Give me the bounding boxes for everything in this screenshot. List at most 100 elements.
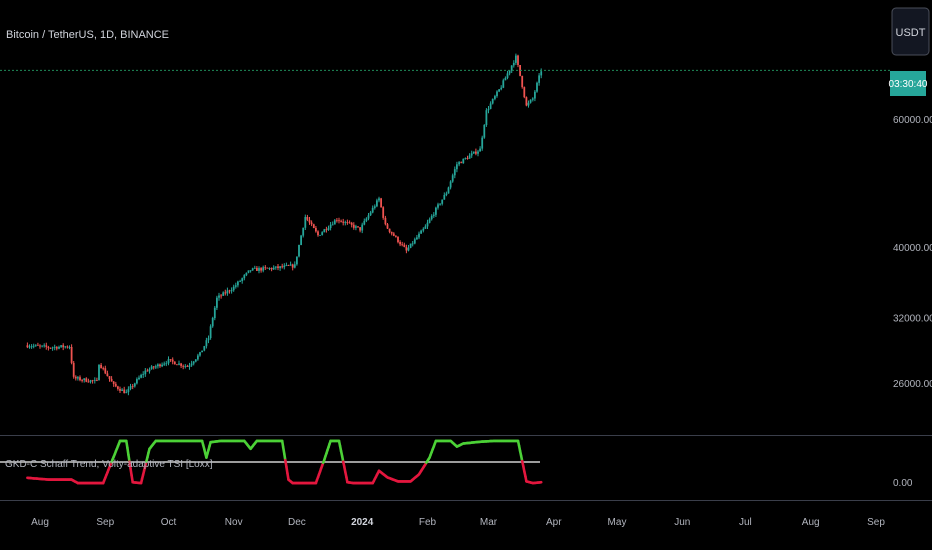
price-axis[interactable]: 60000.00 40000.00 32000.00 26000.00 0.00: [893, 115, 932, 489]
candle-body: [58, 346, 60, 349]
candle-body: [32, 345, 35, 347]
indicator-title[interactable]: GKD-C Schaff Trend, Volty-adaptive TSI […: [5, 459, 213, 470]
candle-body: [77, 377, 79, 379]
candle-body: [331, 224, 334, 226]
candle-body: [382, 207, 385, 218]
candle-body: [91, 380, 94, 382]
candle-body: [224, 292, 227, 294]
candle-body: [378, 198, 380, 201]
candle-body: [144, 370, 147, 375]
candle-body: [388, 228, 391, 232]
candle-body: [321, 232, 324, 235]
candle-body: [89, 380, 92, 383]
candle-body: [45, 345, 48, 347]
candle-body: [176, 364, 178, 366]
candle-body: [439, 203, 441, 205]
candle-body: [108, 376, 111, 379]
candle-body: [291, 264, 294, 268]
candle-body: [142, 374, 145, 375]
time-tick-label: Dec: [288, 517, 306, 528]
candle-body: [43, 345, 46, 347]
candle-body: [157, 364, 159, 367]
candle-body: [508, 70, 511, 74]
candle-body: [449, 181, 452, 188]
candle-body: [371, 207, 374, 213]
candle-body: [397, 236, 399, 243]
candle-body: [253, 267, 256, 269]
candle-body: [380, 198, 382, 208]
candle-body: [395, 235, 397, 237]
candle-body: [226, 290, 229, 294]
candle-body: [213, 307, 216, 319]
candle-body: [55, 346, 58, 349]
candle-body: [317, 231, 319, 236]
candle-body: [540, 71, 543, 76]
candle-body: [64, 346, 67, 348]
candle-body: [373, 206, 376, 208]
candle-body: [483, 125, 486, 138]
candle-body: [355, 226, 357, 228]
candle-body: [384, 217, 387, 225]
candle-body: [102, 368, 105, 369]
time-tick-label: Aug: [802, 517, 820, 528]
candle-body: [201, 350, 203, 353]
candle-body: [203, 346, 206, 351]
candle-body: [119, 388, 121, 391]
candle-body: [146, 370, 149, 372]
candle-body: [525, 97, 528, 106]
candle-body: [333, 220, 336, 225]
candle-body: [112, 381, 115, 384]
candle-body: [310, 222, 313, 225]
candle-body: [342, 221, 345, 223]
candle-body: [87, 381, 90, 383]
symbol-title[interactable]: Bitcoin / TetherUS, 1D, BINANCE: [6, 29, 169, 41]
candle-body: [186, 366, 189, 367]
time-tick-label: 2024: [351, 517, 374, 528]
candle-body: [152, 366, 155, 368]
candle-body: [304, 217, 307, 228]
candle-body: [243, 275, 246, 279]
candle-body: [68, 347, 71, 348]
candle-body: [494, 96, 496, 99]
candle-body: [437, 204, 439, 208]
candle-body: [85, 378, 88, 382]
candle-body: [475, 151, 477, 154]
candle-body: [154, 366, 157, 368]
candle-body: [62, 345, 65, 348]
candle-body: [123, 389, 126, 394]
candle-body: [359, 227, 361, 231]
time-axis[interactable]: Aug Sep Oct Nov Dec 2024 Feb Mar Apr May Jun Jul Aug…: [31, 517, 885, 528]
price-label: 32000.00: [893, 313, 932, 324]
countdown-badge-bg: [890, 71, 926, 96]
countdown-label: 03:30:40: [889, 79, 928, 90]
time-tick-label: Apr: [546, 517, 562, 528]
candle-body: [283, 265, 286, 268]
candle-body: [458, 162, 460, 165]
candle-body: [523, 87, 526, 98]
candle-body: [72, 362, 75, 377]
candle-body: [53, 346, 56, 348]
candle-body: [70, 347, 73, 363]
candle-body: [361, 224, 364, 231]
candle-body: [346, 222, 349, 223]
time-tick-label: Mar: [480, 517, 498, 528]
candle-body: [302, 227, 305, 236]
candle-body: [491, 98, 494, 104]
candle-body: [79, 377, 81, 381]
candle-body: [49, 347, 52, 349]
candle-body: [165, 363, 168, 365]
candle-body: [211, 318, 214, 327]
candle-body: [98, 364, 100, 381]
candle-body: [515, 55, 517, 63]
candle-body: [418, 233, 420, 238]
candle-body: [127, 388, 130, 393]
candle-body: [293, 264, 296, 268]
candle-body: [367, 215, 370, 219]
candle-body: [348, 222, 351, 224]
candle-body: [340, 220, 342, 222]
candle-body: [538, 75, 540, 83]
candle-body: [74, 376, 77, 379]
countdown-badge: 03:30:40: [889, 71, 928, 96]
currency-badge[interactable]: USDT: [891, 7, 930, 56]
